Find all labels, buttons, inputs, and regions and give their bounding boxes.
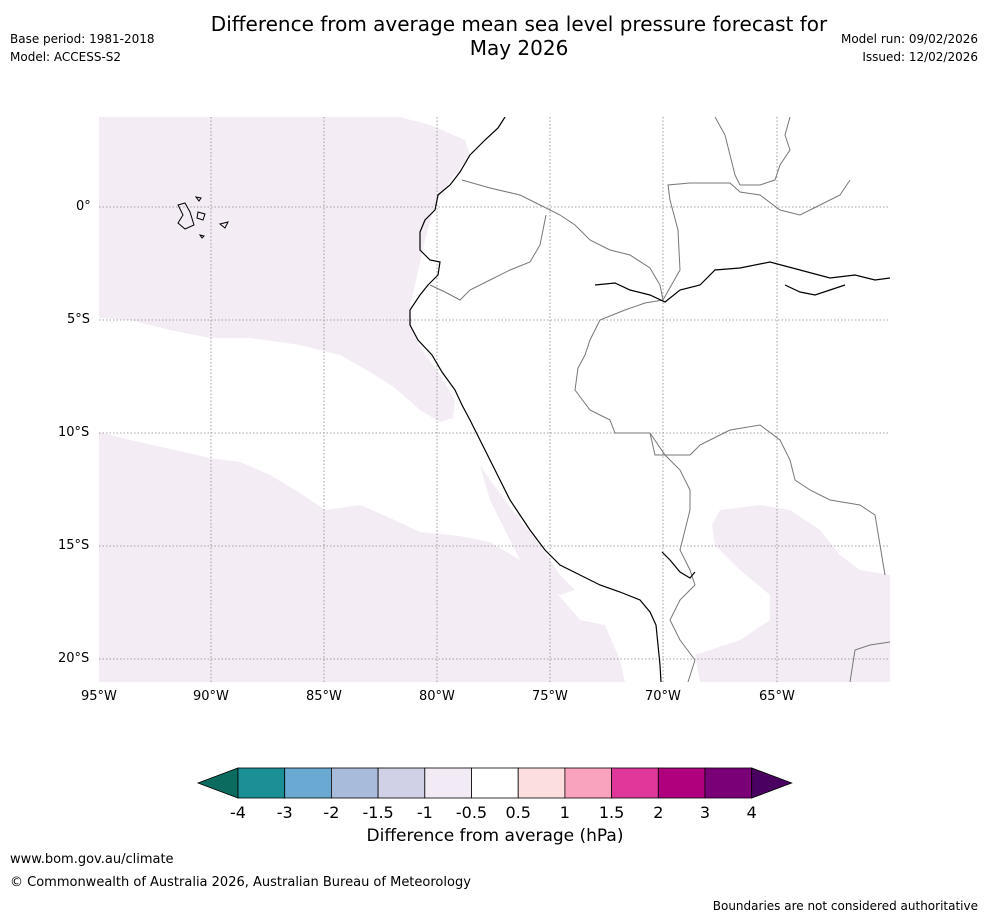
- island-santa-cruz: [196, 211, 206, 221]
- graticule: [99, 117, 890, 682]
- anomaly-region-north-west: [99, 117, 470, 422]
- border-paraguay: [849, 641, 890, 682]
- colorbar-tick-labels: -4 -3 -2 -1.5 -1 -0.5 0.5 1 1.5 2 3 4: [230, 803, 757, 822]
- model-run: Model run: 09/02/2026: [840, 32, 978, 46]
- colorbar-box: [611, 767, 659, 799]
- lon-label-95w: 95°W: [81, 689, 117, 704]
- issued-date: Issued: 12/02/2026: [862, 50, 978, 64]
- footer-url[interactable]: www.bom.gov.au/climate: [10, 852, 174, 867]
- title-line-2: May 2026: [469, 36, 569, 60]
- colorbar-tick-label: -1.5: [362, 803, 393, 822]
- coast-pacific: [409, 117, 662, 682]
- footer-disclaimer: Boundaries are not considered authoritat…: [712, 899, 978, 913]
- colorbar-label: Difference from average (hPa): [366, 826, 624, 846]
- base-period: Base period: 1981-2018: [10, 32, 155, 46]
- coastline: [409, 117, 890, 682]
- colorbar-box: [284, 767, 332, 799]
- lon-label-65w: 65°W: [759, 689, 795, 704]
- colorbar-box: [471, 767, 519, 799]
- border-colombia-ecuador: [461, 179, 664, 301]
- colorbar-extend-high: [751, 767, 793, 799]
- chart-title: Difference from average mean sea level p…: [150, 12, 888, 60]
- colorbar-tick-label: -1: [417, 803, 433, 822]
- lon-label-90w: 90°W: [193, 689, 229, 704]
- colorbar: -4 -3 -2 -1.5 -1 -0.5 0.5 1 1.5 2 3 4: [196, 767, 793, 822]
- colorbar-box: [237, 767, 286, 799]
- country-borders: [429, 117, 890, 682]
- meta-right: Model run: 09/02/2026 Issued: 12/02/2026: [841, 30, 978, 66]
- lon-label-85w: 85°W: [306, 689, 342, 704]
- colorbar-box: [564, 767, 612, 799]
- lon-label-80w: 80°W: [419, 689, 455, 704]
- colorbar-tick-label: 3: [700, 803, 710, 822]
- colorbar-tick-label: 1.5: [599, 803, 624, 822]
- colorbar-tick-label: 4: [747, 803, 757, 822]
- island-isabela: [177, 202, 195, 230]
- border-bolivia-west: [649, 432, 696, 661]
- lat-label-15s: 15°S: [58, 538, 90, 553]
- meta-left: Base period: 1981-2018 Model: ACCESS-S2: [10, 30, 155, 66]
- colorbar-tick-label: 1: [560, 803, 570, 822]
- island-small: [194, 196, 202, 202]
- border-bolivia-brazil: [729, 424, 886, 576]
- border-colombia-venezuela: [662, 179, 851, 301]
- colorbar-box: [424, 767, 472, 799]
- lon-label-70w: 70°W: [645, 689, 681, 704]
- border-ecuador-peru: [429, 214, 547, 301]
- lon-label-75w: 75°W: [532, 689, 568, 704]
- coast-amazon-bank: [784, 284, 846, 296]
- coast-lake-titicaca: [661, 551, 696, 579]
- colorbar-tick-label: -3: [277, 803, 293, 822]
- colorbar-box: [330, 767, 379, 799]
- colorbar-boxes: [196, 767, 793, 799]
- coast-amazon-river: [594, 261, 890, 303]
- model-name: Model: ACCESS-S2: [10, 50, 122, 64]
- lat-label-0: 0°: [76, 199, 91, 214]
- galapagos-islands: [177, 196, 229, 239]
- anomaly-region-south-east: [695, 505, 890, 682]
- colorbar-box: [377, 767, 426, 799]
- island-san-cristobal: [218, 221, 229, 229]
- colorbar-box: [704, 767, 753, 799]
- border-venezuela-guyana: [714, 117, 791, 186]
- colorbar-tick-label: -4: [230, 803, 246, 822]
- border-brazil-peru: [574, 299, 731, 456]
- map-area: [99, 117, 890, 682]
- lat-label-20s: 20°S: [58, 651, 90, 666]
- lat-label-10s: 10°S: [58, 425, 90, 440]
- island-floreana: [198, 234, 205, 239]
- colorbar-box: [517, 767, 566, 799]
- anomaly-region-coastal-strip: [480, 465, 575, 595]
- border-chile-argentina: [687, 659, 696, 682]
- colorbar-box: [657, 767, 706, 799]
- title-line-1: Difference from average mean sea level p…: [210, 12, 828, 36]
- colorbar-extend-low: [196, 767, 239, 799]
- colorbar-tick-label: 2: [653, 803, 663, 822]
- anomaly-region-south-west: [99, 432, 625, 682]
- colorbar-tick-label: -2: [323, 803, 339, 822]
- colorbar-tick-label: 0.5: [505, 803, 530, 822]
- footer-copyright: © Commonwealth of Australia 2026, Austra…: [10, 875, 471, 890]
- colorbar-tick-label: -0.5: [456, 803, 487, 822]
- lat-label-5s: 5°S: [67, 312, 91, 327]
